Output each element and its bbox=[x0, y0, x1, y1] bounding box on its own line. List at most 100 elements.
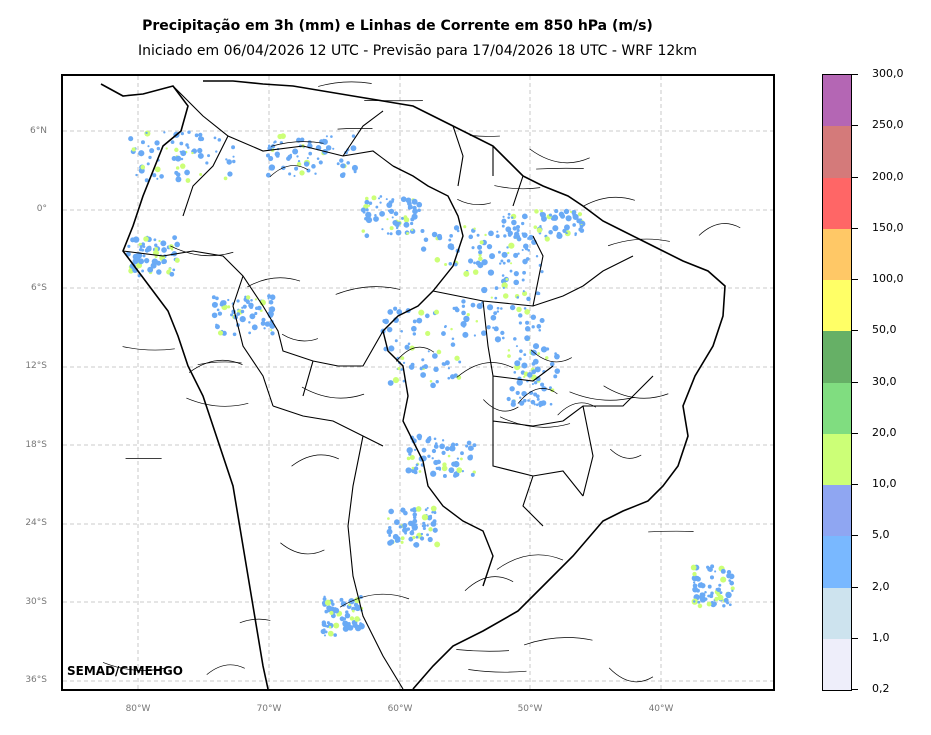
rain-cell bbox=[154, 243, 158, 247]
colorbar-label: 200,0 bbox=[872, 169, 904, 183]
rain-cell bbox=[197, 152, 204, 159]
rain-cell bbox=[232, 332, 237, 337]
rain-cell bbox=[418, 470, 422, 473]
rain-cell bbox=[232, 155, 235, 158]
rain-cell bbox=[386, 218, 389, 221]
rain-cell bbox=[378, 197, 381, 200]
streamline bbox=[530, 349, 572, 363]
rain-cell bbox=[492, 326, 495, 329]
streamline bbox=[569, 391, 635, 401]
colorbar-label: 100,0 bbox=[872, 272, 904, 285]
rain-cell bbox=[435, 380, 439, 384]
rain-cell bbox=[473, 334, 477, 337]
rain-cell bbox=[468, 234, 474, 240]
rain-cell bbox=[451, 337, 455, 341]
rain-cell bbox=[413, 542, 418, 547]
streamline bbox=[603, 385, 669, 399]
rain-cell bbox=[270, 308, 273, 311]
rain-cell bbox=[149, 148, 155, 154]
colorbar-label: 300,0 bbox=[872, 67, 904, 80]
rain-cell bbox=[401, 507, 404, 510]
rain-cell bbox=[565, 215, 572, 222]
rain-cell bbox=[213, 136, 217, 140]
rain-cell bbox=[511, 399, 516, 404]
rain-cell bbox=[264, 321, 271, 327]
rain-cell bbox=[163, 131, 166, 134]
rain-cell bbox=[419, 536, 425, 541]
rain-cell bbox=[198, 132, 203, 137]
rain-cell bbox=[147, 266, 154, 273]
rain-cell bbox=[250, 299, 253, 302]
rain-cell bbox=[394, 339, 398, 343]
rain-cell bbox=[453, 225, 460, 231]
rain-cell bbox=[436, 233, 443, 239]
rain-cell bbox=[160, 240, 167, 247]
rain-cell bbox=[144, 248, 150, 253]
rain-cell bbox=[221, 330, 227, 336]
rain-cell bbox=[435, 466, 439, 471]
rain-cell bbox=[498, 250, 501, 254]
rain-cell bbox=[268, 164, 276, 171]
rain-cell bbox=[393, 306, 398, 311]
rain-cell bbox=[268, 155, 274, 162]
rain-cell bbox=[296, 155, 299, 158]
streamline bbox=[499, 416, 571, 428]
rain-cell bbox=[531, 325, 535, 329]
rain-cell bbox=[324, 609, 329, 614]
rain-cell bbox=[135, 173, 138, 177]
rain-cell bbox=[577, 212, 583, 217]
rain-cell bbox=[395, 229, 402, 236]
rain-cell bbox=[297, 160, 301, 163]
colorbar-tick bbox=[852, 484, 858, 485]
rain-cell bbox=[139, 245, 143, 249]
rain-cell bbox=[364, 199, 370, 205]
rain-cell bbox=[507, 349, 511, 352]
rain-cell bbox=[270, 331, 275, 336]
rain-cell bbox=[161, 258, 167, 264]
rain-cell bbox=[152, 173, 157, 178]
rain-cell bbox=[449, 234, 453, 238]
rain-cell bbox=[463, 270, 470, 277]
rain-cell bbox=[553, 374, 558, 379]
rain-cell bbox=[225, 158, 228, 161]
rain-cell bbox=[509, 262, 513, 265]
rain-cell bbox=[417, 208, 421, 212]
rain-cell bbox=[131, 147, 136, 152]
rain-cell bbox=[523, 243, 529, 249]
rain-cell bbox=[197, 147, 203, 154]
rain-cell bbox=[450, 327, 453, 331]
colorbar-label: 10,0 bbox=[872, 477, 897, 490]
rain-cell bbox=[175, 166, 180, 170]
rain-cell bbox=[430, 505, 437, 512]
rain-cell bbox=[431, 511, 434, 514]
rain-cell bbox=[142, 254, 146, 258]
rain-cell bbox=[393, 519, 400, 526]
rain-cell bbox=[321, 622, 327, 627]
rain-cell bbox=[387, 309, 394, 315]
colorbar-label: 5,0 bbox=[872, 528, 890, 542]
rain-cell bbox=[692, 571, 697, 577]
colorbar-tick bbox=[852, 689, 858, 690]
rain-cell bbox=[473, 261, 476, 265]
rain-cell bbox=[476, 303, 483, 310]
rain-cell bbox=[175, 176, 182, 183]
rain-cell bbox=[527, 372, 533, 378]
rain-cell bbox=[274, 151, 280, 157]
colorbar-label: 50,0 bbox=[872, 323, 897, 337]
rain-cell bbox=[331, 602, 335, 606]
rain-cell bbox=[522, 258, 528, 265]
rain-cell bbox=[322, 597, 327, 601]
rain-cell bbox=[723, 597, 729, 603]
colorbar-segment bbox=[823, 536, 851, 588]
rain-cell bbox=[507, 354, 511, 358]
colorbar-tick bbox=[852, 227, 858, 229]
rain-cell bbox=[412, 518, 418, 524]
rain-cell bbox=[565, 231, 568, 235]
rain-cell bbox=[495, 234, 500, 239]
rain-cell bbox=[503, 219, 506, 223]
rain-cell bbox=[459, 457, 463, 461]
forecast-map bbox=[61, 74, 775, 691]
rain-cell bbox=[172, 235, 178, 241]
rain-cell bbox=[402, 361, 406, 365]
rain-cell bbox=[522, 270, 526, 275]
